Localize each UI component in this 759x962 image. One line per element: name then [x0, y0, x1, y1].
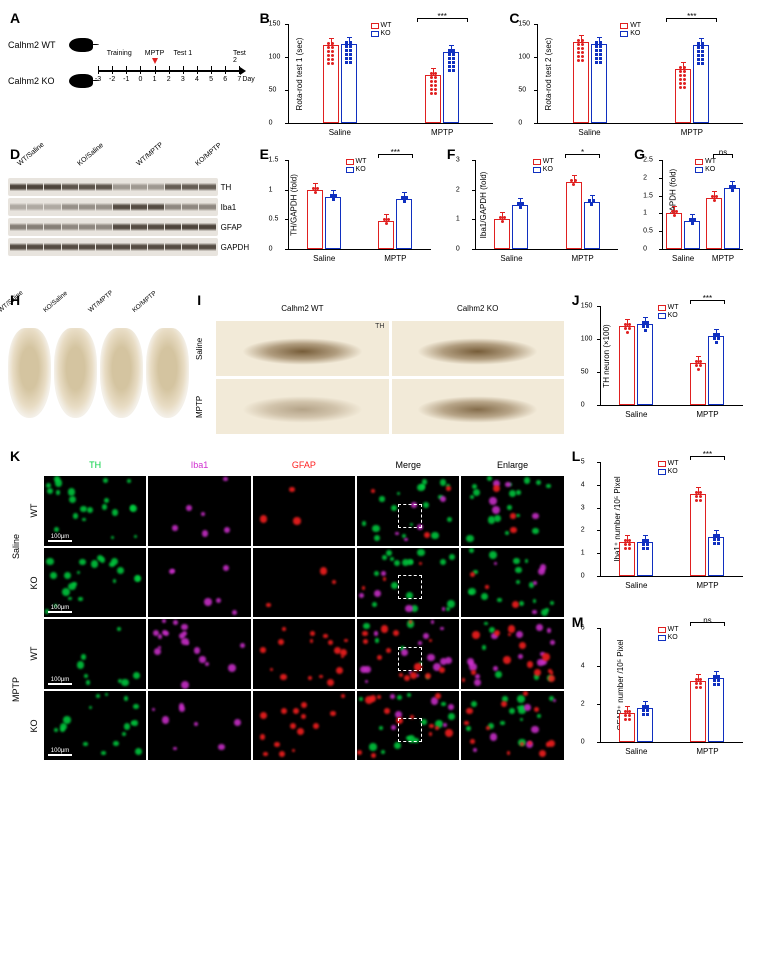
mouse-icon [69, 38, 93, 52]
chart-m: GFAP⁺ number /10⁵ PixelWT KO0246SalineMP… [600, 628, 743, 743]
panel-d-label: D [10, 146, 20, 162]
panel-j-label: J [572, 292, 580, 308]
brain-row [8, 328, 189, 418]
ihc-grid: Calhm2 WTCalhm2 KOSalineTHMPTP [195, 304, 564, 434]
panel-b-label: B [260, 10, 270, 26]
chart-f: Iba1/GAPDH (fold)WT KO0123SalineMPTP* [475, 160, 618, 250]
figure-grid: A Calhm2 WT Calhm2 KO -3-2-101234567DayT… [8, 8, 751, 772]
panel-m: M GFAP⁺ number /10⁵ PixelWT KO0246Saline… [570, 612, 751, 772]
panel-l: L Iba1⁺ number /10⁵ PixelWT KO012345Sali… [570, 446, 751, 606]
panel-h-headers: WT/SalineKO/SalineWT/MPTPKO/MPTP [10, 304, 189, 324]
panel-c: C Rota-rod test 2 (sec) WT KO050100150Sa… [507, 8, 751, 138]
panel-a-label: A [10, 10, 20, 26]
genotype-ko: Calhm2 KO [8, 76, 63, 86]
panel-d: D WT/SalineKO/SalineWT/MPTPKO/MPTP THIba… [8, 144, 252, 284]
panel-i: I Calhm2 WTCalhm2 KOSalineTHMPTP [195, 290, 564, 440]
panel-h-label: H [10, 292, 20, 308]
timeline-axis: -3-2-101234567DayTrainingMPTPTest 1Test … [98, 56, 252, 84]
fluorescence-grid: THIba1GFAPMergeEnlargeSalineWT100μmKO100… [8, 460, 564, 760]
panel-g-label: G [634, 146, 645, 162]
chart-g: GFAP/GAPDH (fold)WT KO00.511.522.5Saline… [662, 160, 743, 250]
panel-f-label: F [447, 146, 456, 162]
panel-l-label: L [572, 448, 581, 464]
panel-g: G GFAP/GAPDH (fold)WT KO00.511.522.5Sali… [632, 144, 751, 284]
panel-h: H WT/SalineKO/SalineWT/MPTPKO/MPTP [8, 290, 189, 440]
chart-b: Rota-rod test 1 (sec) WT KO050100150Sali… [288, 24, 494, 124]
genotype-wt: Calhm2 WT [8, 40, 63, 50]
chart-j: TH neuron (×100)WT KO050100150SalineMPTP… [600, 306, 743, 406]
panel-a-content: Calhm2 WT Calhm2 KO -3-2-101234567DayTra… [8, 30, 252, 84]
panel-k: K THIba1GFAPMergeEnlargeSalineWT100μmKO1… [8, 446, 564, 766]
blot-rows: THIba1GFAPGAPDH [8, 178, 252, 256]
panel-a: A Calhm2 WT Calhm2 KO -3-2-101234567DayT… [8, 8, 252, 128]
panel-k-label: K [10, 448, 20, 464]
panel-j: J TH neuron (×100)WT KO050100150SalineMP… [570, 290, 751, 440]
panel-b: B Rota-rod test 1 (sec) WT KO050100150Sa… [258, 8, 502, 138]
panel-f: F Iba1/GAPDH (fold)WT KO0123SalineMPTP* [445, 144, 626, 284]
blot-headers: WT/SalineKO/SalineWT/MPTPKO/MPTP [14, 158, 252, 176]
panel-e-label: E [260, 146, 269, 162]
timeline-line [98, 70, 242, 72]
mouse-icon [69, 74, 93, 88]
chart-l: Iba1⁺ number /10⁵ PixelWT KO012345Saline… [600, 462, 743, 577]
panel-i-label: I [197, 292, 201, 308]
panel-c-label: C [509, 10, 519, 26]
chart-e: TH/GAPDH (fold)WT KO00.511.5SalineMPTP**… [288, 160, 431, 250]
panel-m-label: M [572, 614, 584, 630]
panel-e: E TH/GAPDH (fold)WT KO00.511.5SalineMPTP… [258, 144, 439, 284]
chart-c: Rota-rod test 2 (sec) WT KO050100150Sali… [537, 24, 743, 124]
